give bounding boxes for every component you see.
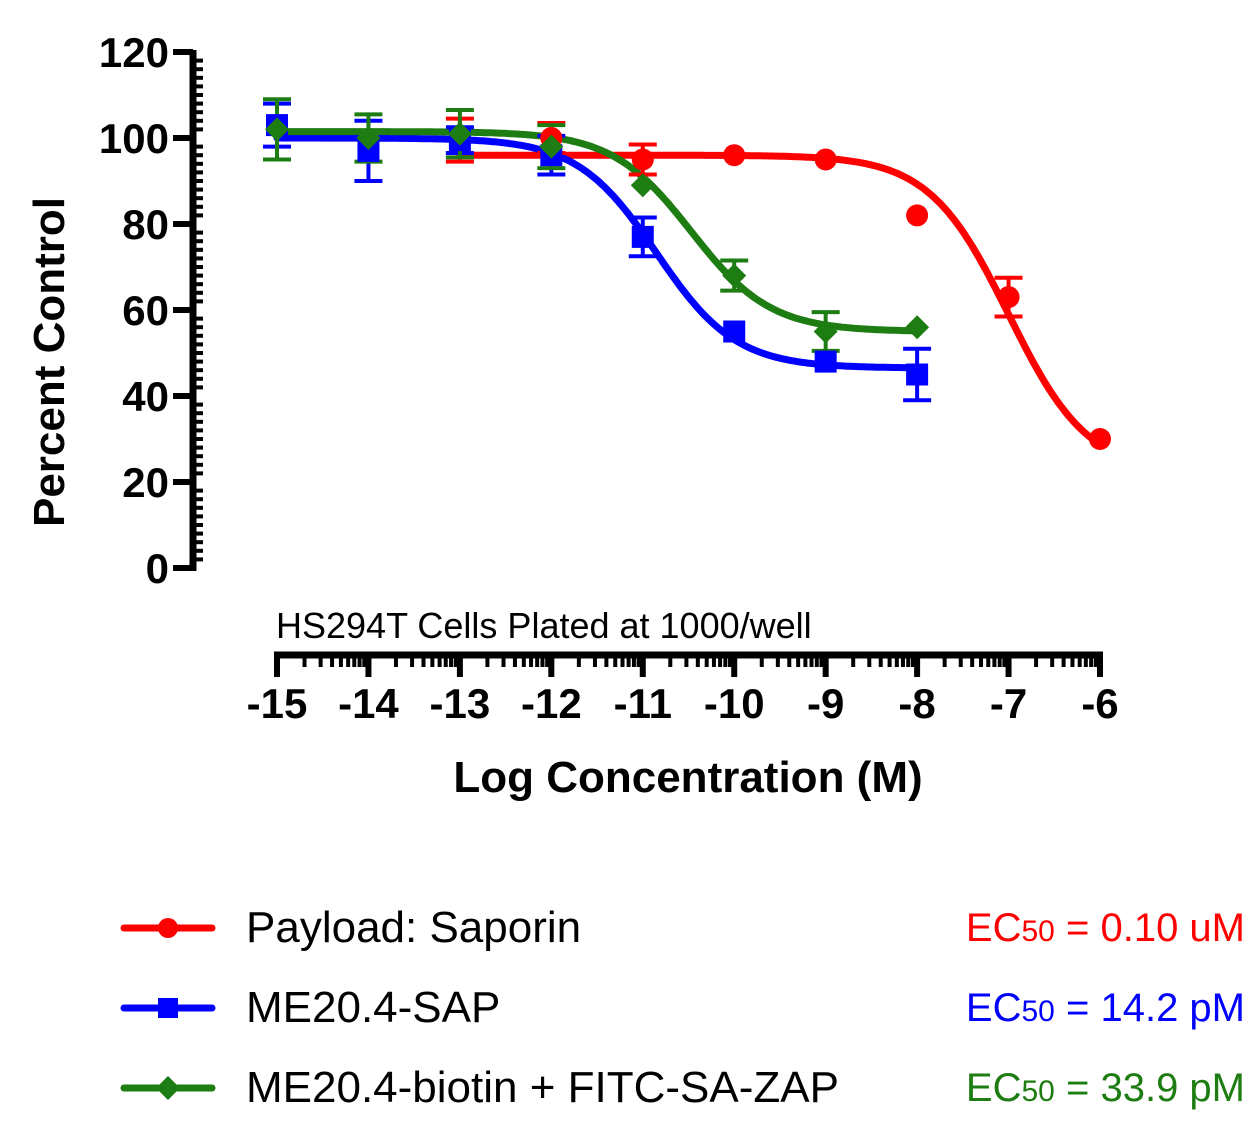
data-point-diamond <box>356 126 381 150</box>
legend-label: Payload: Saporin <box>246 903 582 952</box>
x-tick-label: -7 <box>990 680 1027 727</box>
data-point-diamond <box>447 121 472 146</box>
legend-item-me20-sap: ME20.4-SAP EC50 = 14.2 pM <box>120 978 1245 1038</box>
y-axis: 0 20 40 60 80 100 120 <box>99 29 203 592</box>
legend-label: ME20.4-biotin + FITC-SA-ZAP <box>246 1063 839 1112</box>
data-point-diamond <box>630 173 655 198</box>
data-point-circle <box>814 148 837 171</box>
y-tick-label: 100 <box>99 115 169 162</box>
y-tick-label: 120 <box>99 29 169 76</box>
ec50-label-me20-sap: EC50 = 14.2 pM <box>965 985 1245 1030</box>
fit-curve-series-0 <box>456 151 1104 448</box>
chart-annotation: HS294T Cells Plated at 1000/well <box>276 605 812 646</box>
data-point-circle <box>906 204 929 227</box>
x-tick-label: -8 <box>898 680 935 727</box>
y-tick-label: 0 <box>146 545 169 592</box>
data-point-diamond <box>265 117 289 142</box>
fit-curves <box>273 128 1104 448</box>
data-point-square <box>814 350 837 373</box>
x-axis: -15 -14 -13 -12 -11 -10 -9 -8 -7 -6 <box>247 651 1119 727</box>
y-tick-label: 80 <box>122 201 169 248</box>
ec50-label-me20-biotin: EC50 = 33.9 pM <box>965 1065 1245 1110</box>
x-tick-label: -15 <box>247 680 308 727</box>
data-point-diamond <box>722 263 747 288</box>
x-tick-label: -10 <box>704 680 765 727</box>
data-point-diamond <box>813 319 838 344</box>
x-tick-label: -9 <box>807 680 844 727</box>
x-tick-label: -14 <box>338 680 399 727</box>
data-point-square <box>906 363 929 386</box>
x-tick-label: -12 <box>521 680 582 727</box>
data-point-square <box>357 139 380 162</box>
data-point-circle <box>723 144 746 167</box>
ec50-label-saporin: EC50 = 0.10 uM <box>965 905 1245 950</box>
legend-label: ME20.4-SAP <box>246 983 501 1032</box>
y-tick-label: 20 <box>122 459 169 506</box>
data-point-square <box>631 225 654 248</box>
legend-swatch-saporin <box>120 908 216 948</box>
legend-item-me20-biotin: ME20.4-biotin + FITC-SA-ZAP EC50 = 33.9 … <box>120 1058 1245 1118</box>
x-tick-label: -11 <box>614 680 672 727</box>
legend-item-saporin: Payload: Saporin EC50 = 0.10 uM <box>120 898 1245 958</box>
fit-curve-series-1 <box>273 134 921 372</box>
x-axis-label: Log Concentration (M) <box>453 753 922 802</box>
data-point-circle <box>1089 428 1111 450</box>
data-point-circle <box>631 148 654 171</box>
y-axis-label: Percent Control <box>25 197 74 527</box>
data-point-diamond <box>539 134 564 159</box>
data-point-circle <box>997 286 1020 309</box>
legend-swatch-me20-biotin <box>120 1068 216 1108</box>
x-tick-label: -6 <box>1081 680 1118 727</box>
y-tick-label: 40 <box>122 373 169 420</box>
data-point-square <box>723 320 746 343</box>
fit-curve-series-2 <box>273 128 921 335</box>
x-tick-label: -13 <box>430 680 491 727</box>
data-points <box>265 114 1111 450</box>
legend-swatch-me20-sap <box>120 988 216 1028</box>
data-point-diamond <box>905 315 930 340</box>
y-tick-label: 60 <box>122 287 169 334</box>
